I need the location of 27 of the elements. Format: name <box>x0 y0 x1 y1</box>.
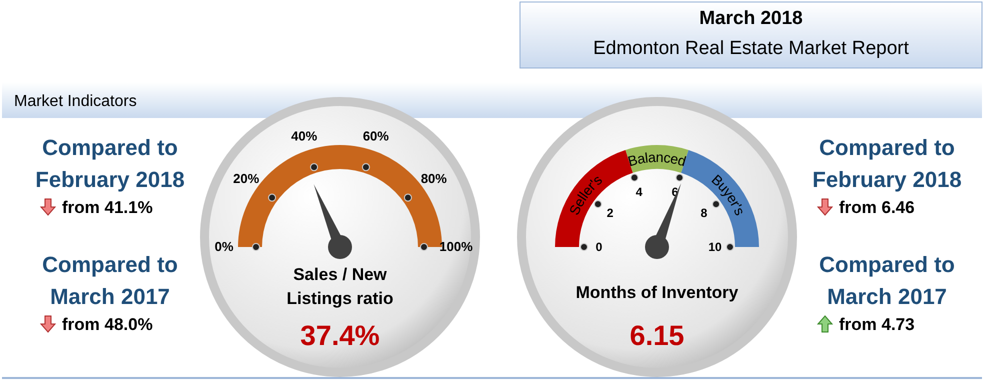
text: Compared to March 2017 <box>42 252 178 309</box>
text: 100% <box>439 239 474 254</box>
text: Compared to February 2018 <box>812 135 962 192</box>
text: 4 <box>636 184 643 199</box>
text: from 6.46 <box>839 198 915 217</box>
text: Market Indicators <box>14 93 137 110</box>
text: 20% <box>233 170 260 186</box>
text: 60% <box>362 128 390 144</box>
text: from 48.0% <box>62 315 153 334</box>
text: March 2018 <box>699 8 803 29</box>
text: from 41.1% <box>62 198 153 217</box>
slice-label: Balanced <box>626 148 688 170</box>
text: Months of Inventory <box>576 283 739 302</box>
text: Compared to February 2018 <box>35 135 185 192</box>
text: 0 <box>596 240 603 254</box>
text: 2 <box>606 206 614 220</box>
text: Edmonton Real Estate Market Report <box>593 38 910 59</box>
text: 6.15 <box>630 320 684 351</box>
text: Sales / New Listings ratio <box>286 265 394 308</box>
text: 40% <box>291 128 318 144</box>
text: Compared to March 2017 <box>819 252 955 309</box>
text: 0% <box>214 239 234 254</box>
text: from 4.73 <box>839 315 915 334</box>
text: 80% <box>420 170 448 186</box>
text: 8 <box>700 206 708 220</box>
text: 10 <box>708 240 722 254</box>
text: 37.4% <box>300 320 380 351</box>
